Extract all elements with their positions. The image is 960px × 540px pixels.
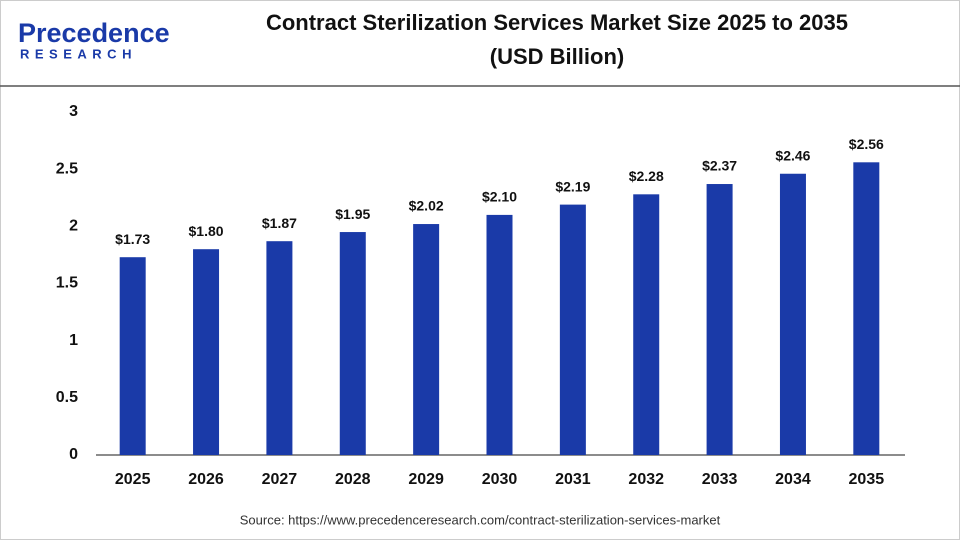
y-tick-label: 2 — [69, 218, 78, 235]
y-tick-label: 0.5 — [56, 389, 78, 406]
x-tick-label: 2026 — [188, 471, 224, 488]
bar — [779, 173, 806, 456]
bar — [339, 232, 366, 455]
bar — [193, 249, 220, 455]
bar — [559, 204, 586, 455]
x-tick-label: 2025 — [115, 471, 151, 488]
bar — [706, 184, 733, 455]
y-tick-label: 1 — [69, 332, 78, 349]
source: Source: https://www.precedenceresearch.c… — [240, 512, 721, 527]
logo-name: Precedence — [18, 18, 170, 48]
y-tick-label: 1.5 — [56, 275, 78, 292]
bar — [633, 194, 660, 455]
x-tick-label: 2028 — [335, 471, 371, 488]
x-tick-label: 2035 — [849, 471, 885, 488]
value-label: $1.73 — [115, 231, 150, 247]
value-label: $2.56 — [849, 136, 884, 152]
x-tick-label: 2031 — [555, 471, 591, 488]
bar — [413, 224, 440, 455]
value-label: $2.10 — [482, 189, 517, 205]
x-tick-label: 2034 — [775, 471, 811, 488]
x-tick-label: 2033 — [702, 471, 738, 488]
y-tick-label: 3 — [69, 103, 78, 120]
x-tick-label: 2032 — [628, 471, 664, 488]
value-label: $2.28 — [629, 168, 664, 184]
logo-sub: RESEARCH — [20, 46, 137, 61]
y-tick-label: 2.5 — [56, 160, 78, 177]
value-label: $1.87 — [262, 215, 297, 231]
bar — [119, 257, 146, 455]
x-tick-label: 2027 — [262, 471, 298, 488]
bar — [853, 162, 880, 455]
x-tick-label: 2029 — [408, 471, 444, 488]
value-label: $2.37 — [702, 158, 737, 174]
value-label: $2.02 — [409, 198, 444, 214]
bar — [486, 214, 513, 455]
chart-subtitle: (USD Billion) — [490, 44, 624, 69]
y-tick-label: 0 — [69, 446, 78, 463]
value-label: $1.95 — [335, 206, 370, 222]
x-tick-label: 2030 — [482, 471, 518, 488]
value-label: $2.46 — [775, 147, 810, 163]
chart-title: Contract Sterilization Services Market S… — [266, 10, 848, 35]
value-label: $2.19 — [555, 178, 590, 194]
value-label: $1.80 — [189, 223, 224, 239]
bar — [266, 241, 293, 455]
